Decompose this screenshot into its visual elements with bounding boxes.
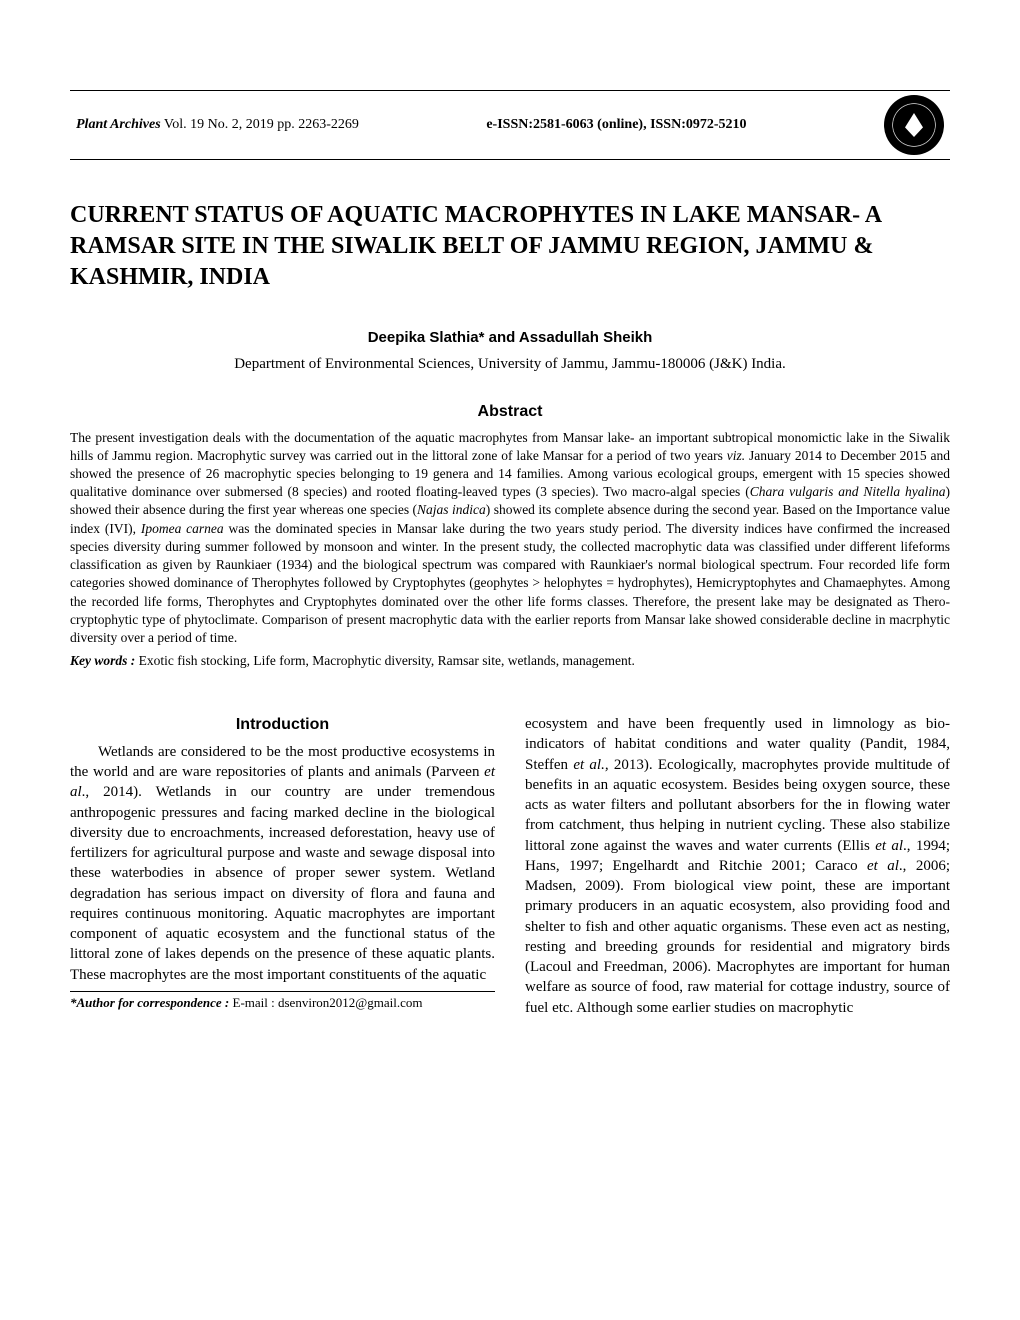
body-columns: Introduction Wetlands are considered to … (70, 714, 950, 1018)
intro-para-1: Wetlands are considered to be the most p… (70, 742, 495, 985)
paper-title: CURRENT STATUS OF AQUATIC MACROPHYTES IN… (70, 200, 950, 294)
journal-vol: Vol. 19 No. 2, 2019 pp. 2263-2269 (161, 117, 359, 132)
footnote-separator: *Author for correspondence : E-mail : ds… (70, 991, 495, 1012)
abstract-heading: Abstract (70, 403, 950, 421)
intro-etal-4: et al (867, 858, 899, 874)
keywords-text: Exotic fish stocking, Life form, Macroph… (139, 653, 635, 668)
keywords-row: Key words : Exotic fish stocking, Life f… (70, 653, 950, 669)
abstract-text-5: was the dominated species in Mansar lake… (70, 521, 950, 645)
affiliation: Department of Environmental Sciences, Un… (70, 356, 950, 373)
intro-etal-2: et al., (573, 757, 608, 773)
intro-text-1b: ., 2014). Wetlands in our country are un… (70, 784, 495, 982)
journal-logo-icon (884, 95, 944, 155)
intro-etal-3: et al (875, 838, 903, 854)
correspondence-footnote: *Author for correspondence : E-mail : ds… (70, 994, 495, 1012)
column-left: Introduction Wetlands are considered to … (70, 714, 495, 1018)
authors: Deepika Slathia* and Assadullah Sheikh (70, 329, 950, 346)
footnote-text: E-mail : dsenviron2012@gmail.com (229, 995, 422, 1010)
keywords-label: Key words : (70, 653, 139, 668)
journal-name: Plant Archives (76, 117, 161, 132)
abstract-species-1: Chara vulgaris and Nitella hyalina (750, 484, 946, 499)
abstract-viz: viz. (727, 448, 745, 463)
column-right: ecosystem and have been frequently used … (525, 714, 950, 1018)
journal-info: Plant Archives Vol. 19 No. 2, 2019 pp. 2… (76, 117, 359, 133)
intro-text-1a: Wetlands are considered to be the most p… (70, 744, 495, 780)
abstract-species-3: Ipomea carnea (141, 521, 224, 536)
abstract-body: The present investigation deals with the… (70, 429, 950, 648)
intro-text-2d: ., 2006; Madsen, 2009). From biological … (525, 858, 950, 1016)
journal-header: Plant Archives Vol. 19 No. 2, 2019 pp. 2… (70, 90, 950, 160)
footnote-label: *Author for correspondence : (70, 995, 229, 1010)
issn-text: e-ISSN:2581-6063 (online), ISSN:0972-521… (486, 117, 746, 133)
intro-heading: Introduction (70, 714, 495, 736)
intro-para-2: ecosystem and have been frequently used … (525, 714, 950, 1018)
abstract-species-2: Najas indica (417, 502, 486, 517)
